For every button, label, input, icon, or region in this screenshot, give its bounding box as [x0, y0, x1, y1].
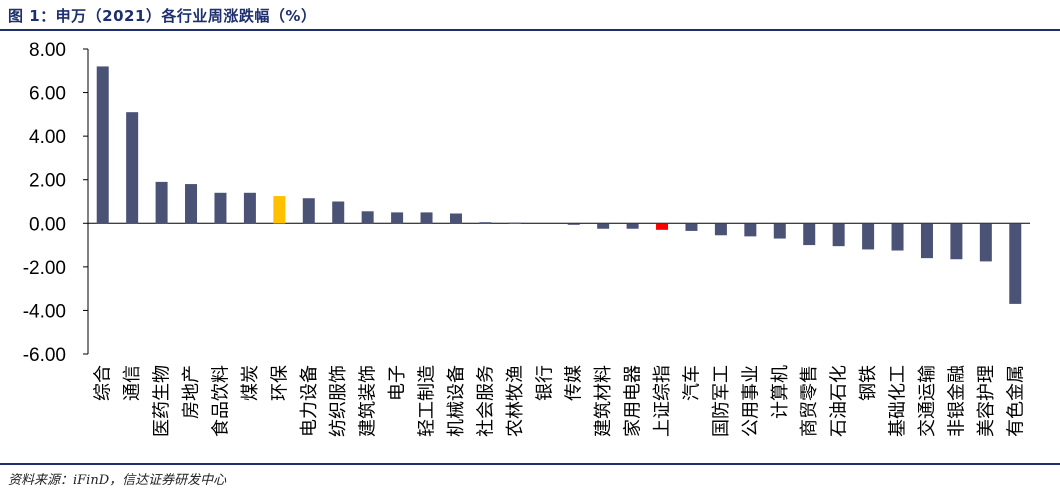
- category-label-7: 电力设备: [299, 365, 320, 437]
- y-tick-label: 0.00: [29, 214, 66, 235]
- bar-20: [685, 223, 698, 231]
- category-label-18: 家用电器: [623, 365, 644, 437]
- bar-0: [96, 66, 109, 224]
- bars-group: [96, 66, 1022, 304]
- category-label-10: 电子: [387, 365, 408, 401]
- category-label-11: 轻工制造: [417, 365, 438, 437]
- category-label-2: 医药生物: [152, 365, 173, 437]
- bar-13: [479, 222, 492, 224]
- bar-6: [273, 196, 286, 224]
- category-label-9: 建筑装饰: [358, 365, 379, 437]
- category-label-25: 石油石化: [829, 365, 850, 437]
- category-label-15: 银行: [534, 365, 555, 401]
- category-label-20: 汽车: [681, 365, 702, 401]
- bottom-rule: [0, 463, 1060, 465]
- y-tick-label: 6.00: [29, 84, 66, 105]
- category-label-26: 钢铁: [858, 365, 879, 401]
- bar-28: [920, 223, 933, 259]
- bar-25: [832, 223, 845, 247]
- category-label-24: 商贸零售: [799, 365, 820, 437]
- category-label-17: 建筑材料: [593, 365, 614, 437]
- y-tick-label: 8.00: [29, 40, 66, 61]
- bar-23: [773, 223, 786, 239]
- category-label-16: 传媒: [564, 365, 585, 401]
- bar-10: [391, 212, 404, 224]
- y-tick-label: -4.00: [23, 301, 66, 322]
- bar-8: [332, 201, 345, 224]
- bar-7: [302, 198, 315, 224]
- category-label-14: 农林牧渔: [505, 365, 526, 437]
- category-label-27: 基础化工: [888, 365, 909, 437]
- category-label-1: 通信: [122, 365, 143, 401]
- y-tick-label: 4.00: [29, 127, 66, 148]
- bar-31: [1009, 223, 1022, 304]
- bar-12: [449, 213, 462, 224]
- category-labels: 综合 通信 医药生物 房地产 食品饮料 煤炭 环保 电力设备 纺织服饰 建筑装饰 电子 轻工制造 机械设…: [93, 365, 1027, 437]
- category-label-8: 纺织服饰: [328, 365, 349, 437]
- chart-title: 图 1：申万（2021）各行业周涨跌幅（%）: [8, 7, 317, 25]
- bar-17: [597, 223, 610, 229]
- category-label-29: 非银金融: [946, 365, 967, 437]
- category-label-13: 社会服务: [475, 365, 496, 437]
- bar-5: [243, 192, 256, 224]
- y-tick-label: 2.00: [29, 171, 66, 192]
- category-label-31: 有色金属: [1005, 365, 1026, 437]
- category-label-28: 交通运输: [917, 365, 938, 437]
- bar-14: [508, 222, 521, 224]
- category-label-22: 公用事业: [740, 365, 761, 437]
- category-label-30: 美容护理: [976, 365, 997, 437]
- bar-16: [567, 223, 580, 225]
- bar-4: [214, 192, 227, 224]
- top-rule: [0, 29, 1060, 31]
- bar-2: [155, 181, 168, 224]
- bar-26: [862, 223, 875, 250]
- category-label-21: 国防军工: [711, 365, 732, 437]
- category-label-19: 上证综指: [652, 365, 673, 437]
- bar-19: [656, 223, 669, 230]
- bar-21: [714, 223, 727, 236]
- bar-11: [420, 212, 433, 224]
- category-label-3: 房地产: [181, 365, 202, 419]
- y-tick-label: -2.00: [23, 258, 66, 279]
- bar-27: [891, 223, 904, 251]
- y-axis: 8.00 6.00 4.00 2.00 0.00 -2.00 -4.00 -6.00: [23, 40, 1030, 366]
- source-note: 资料来源：iFinD，信达证券研发中心: [8, 473, 227, 488]
- bar-29: [950, 223, 963, 260]
- bar-3: [185, 184, 198, 224]
- bar-chart: 8.00 6.00 4.00 2.00 0.00 -2.00 -4.00 -6.00 综合 通信…: [23, 40, 1030, 437]
- category-label-0: 综合: [93, 365, 114, 401]
- bar-9: [361, 211, 374, 224]
- bar-30: [979, 223, 992, 262]
- category-label-23: 计算机: [770, 365, 791, 419]
- category-label-4: 食品饮料: [210, 365, 231, 437]
- bar-1: [126, 112, 139, 224]
- bar-18: [626, 223, 639, 229]
- category-label-12: 机械设备: [446, 365, 467, 437]
- bar-22: [744, 223, 757, 237]
- category-label-6: 环保: [269, 365, 290, 401]
- bar-24: [803, 223, 816, 246]
- category-label-5: 煤炭: [240, 365, 261, 401]
- y-tick-label: -6.00: [23, 345, 66, 366]
